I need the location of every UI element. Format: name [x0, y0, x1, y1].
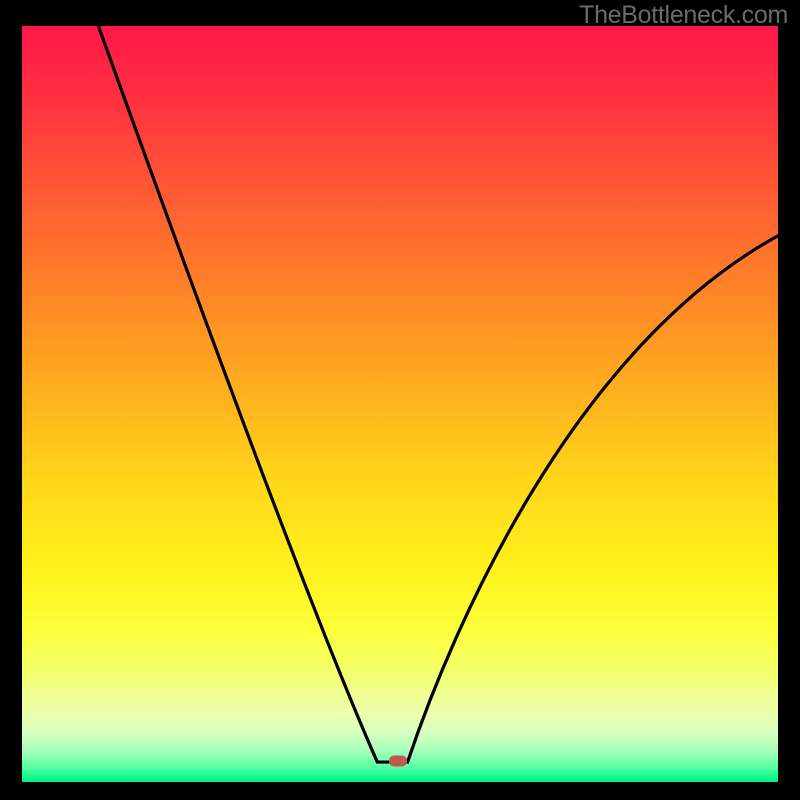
plot-area [22, 26, 778, 768]
bottleneck-curve [22, 26, 778, 768]
watermark-text: TheBottleneck.com [579, 1, 788, 30]
optimum-marker [389, 756, 407, 767]
